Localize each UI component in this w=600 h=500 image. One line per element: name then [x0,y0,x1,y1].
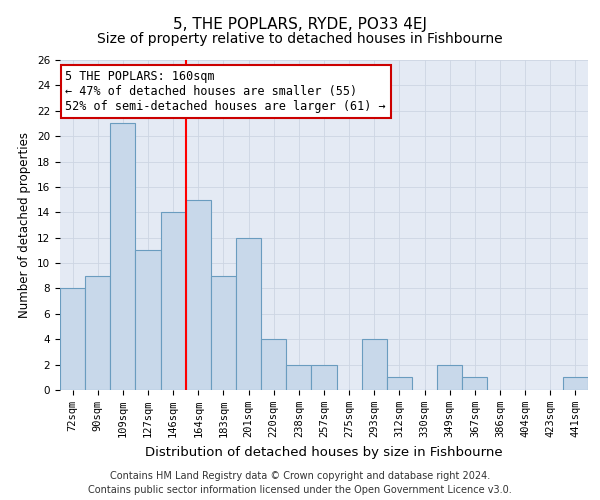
Bar [563,378,588,390]
Bar [85,276,110,390]
Bar [437,364,462,390]
Bar [161,212,186,390]
Text: Contains HM Land Registry data © Crown copyright and database right 2024.
Contai: Contains HM Land Registry data © Crown c… [88,471,512,495]
Text: Size of property relative to detached houses in Fishbourne: Size of property relative to detached ho… [97,32,503,46]
Bar [236,238,261,390]
Bar [311,364,337,390]
Bar [362,339,387,390]
Text: 5 THE POPLARS: 160sqm
← 47% of detached houses are smaller (55)
52% of semi-deta: 5 THE POPLARS: 160sqm ← 47% of detached … [65,70,386,113]
Bar [110,124,136,390]
Bar [387,378,412,390]
Bar [462,378,487,390]
Bar [286,364,311,390]
Bar [261,339,286,390]
Text: 5, THE POPLARS, RYDE, PO33 4EJ: 5, THE POPLARS, RYDE, PO33 4EJ [173,18,427,32]
Bar [211,276,236,390]
X-axis label: Distribution of detached houses by size in Fishbourne: Distribution of detached houses by size … [145,446,503,458]
Y-axis label: Number of detached properties: Number of detached properties [19,132,31,318]
Bar [186,200,211,390]
Bar [136,250,161,390]
Bar [60,288,85,390]
